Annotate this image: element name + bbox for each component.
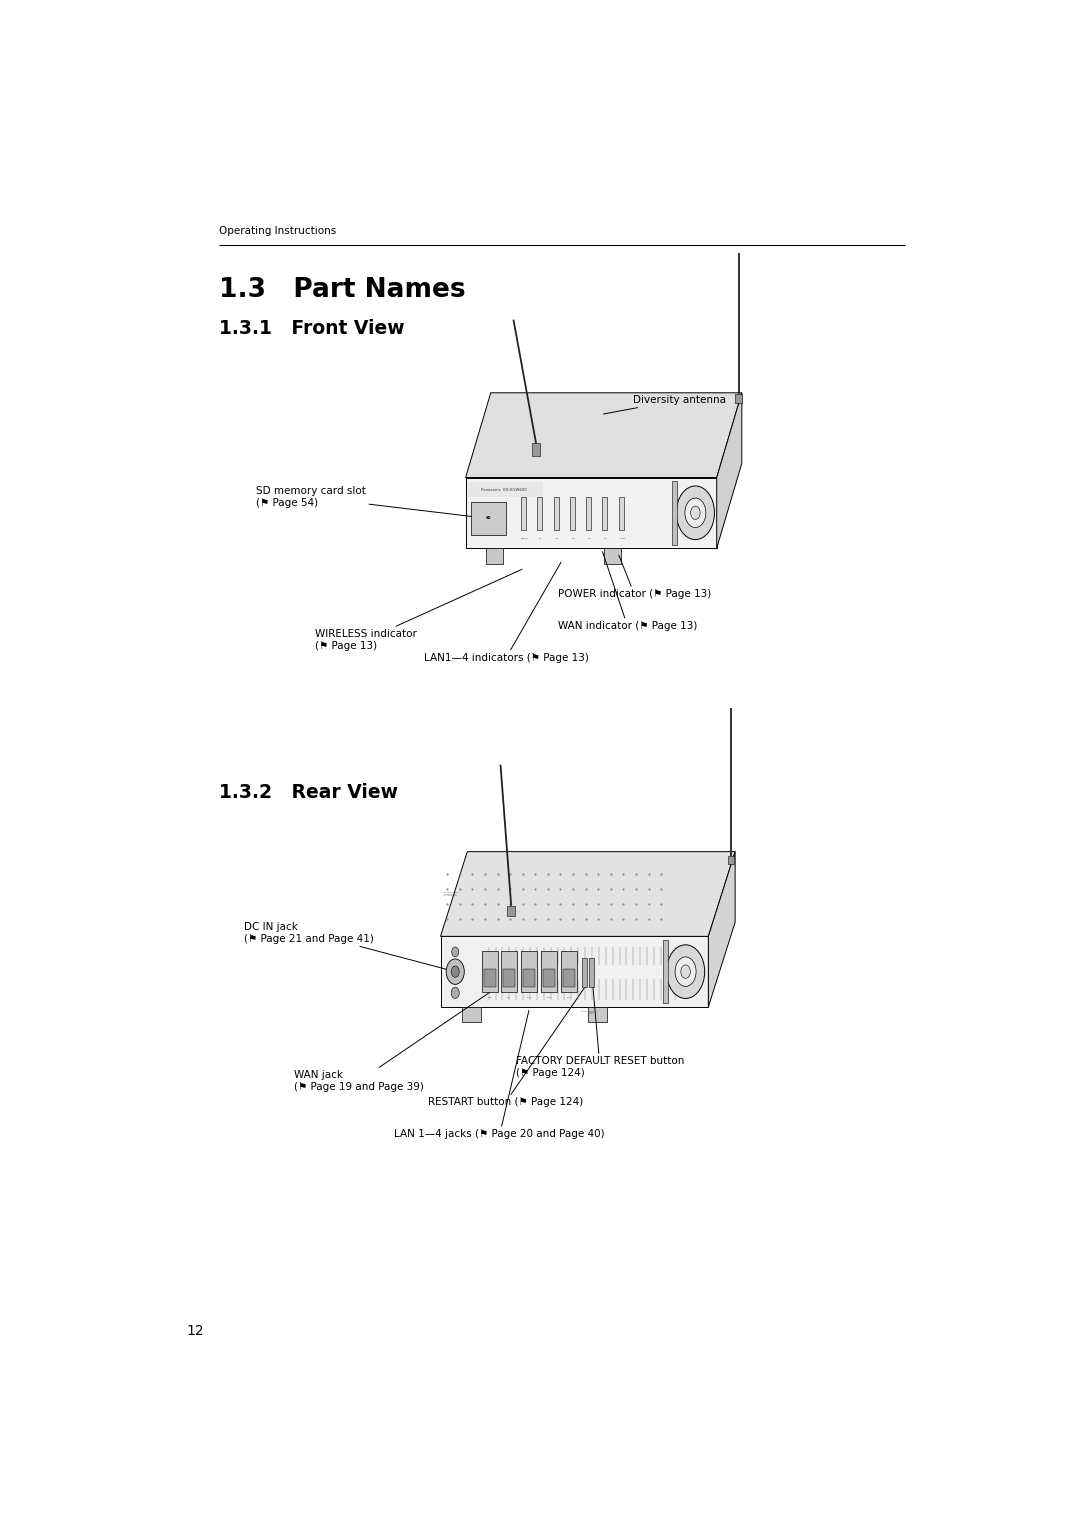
Bar (735, 394, 742, 403)
Polygon shape (708, 851, 735, 1007)
Text: 1.3.2   Rear View: 1.3.2 Rear View (218, 784, 397, 802)
Bar (482, 952, 498, 992)
Bar (588, 1007, 607, 1022)
Text: DC IN jack
(⚑ Page 21 and Page 41): DC IN jack (⚑ Page 21 and Page 41) (244, 921, 456, 972)
Bar (502, 969, 515, 987)
Bar (604, 549, 621, 564)
Circle shape (675, 957, 697, 987)
Text: SD: SD (486, 516, 491, 521)
Bar (728, 856, 734, 865)
Bar (561, 952, 577, 992)
Polygon shape (465, 477, 717, 549)
Text: WAN indicator (⚑ Page 13): WAN indicator (⚑ Page 13) (557, 552, 697, 631)
Text: Diversity antenna: Diversity antenna (604, 394, 726, 414)
Text: RESTART button (⚑ Page 124): RESTART button (⚑ Page 124) (428, 987, 585, 1108)
Polygon shape (441, 937, 708, 1007)
Bar (462, 1007, 481, 1022)
Bar (471, 501, 505, 535)
Bar (563, 969, 576, 987)
Bar (586, 497, 591, 530)
Bar (541, 952, 557, 992)
Bar (582, 958, 588, 987)
Text: LAN1—4 indicators (⚑ Page 13): LAN1—4 indicators (⚑ Page 13) (423, 562, 589, 663)
Bar (501, 952, 517, 992)
Circle shape (680, 966, 690, 978)
Bar (523, 969, 535, 987)
Bar (531, 443, 540, 455)
Text: 12: 12 (187, 1323, 204, 1337)
Circle shape (446, 960, 464, 984)
Text: LAN 1—4 jacks (⚑ Page 20 and Page 40): LAN 1—4 jacks (⚑ Page 20 and Page 40) (394, 1010, 605, 1138)
Circle shape (685, 498, 706, 527)
Bar (507, 906, 515, 915)
Text: WIRELESS indicator
(⚑ Page 13): WIRELESS indicator (⚑ Page 13) (315, 570, 522, 651)
Text: 1.3   Part Names: 1.3 Part Names (218, 278, 465, 304)
Text: Panasonic  KX-HGW600: Panasonic KX-HGW600 (481, 487, 526, 492)
Circle shape (666, 944, 704, 998)
Bar (619, 497, 624, 530)
Circle shape (690, 506, 700, 520)
Bar (468, 481, 543, 497)
Text: Operating Instructions: Operating Instructions (218, 226, 336, 237)
Bar (590, 958, 594, 987)
Bar (484, 969, 496, 987)
Bar (537, 497, 542, 530)
Bar (521, 497, 526, 530)
Text: SD memory card slot
(⚑ Page 54): SD memory card slot (⚑ Page 54) (256, 486, 488, 518)
Polygon shape (441, 851, 735, 937)
Text: POWER indicator (⚑ Page 13): POWER indicator (⚑ Page 13) (557, 555, 711, 599)
Bar (521, 952, 537, 992)
Bar (672, 481, 676, 544)
Bar (554, 497, 558, 530)
Text: FACTORY DEFAULT RESET button
(⚑ Page 124): FACTORY DEFAULT RESET button (⚑ Page 124… (516, 972, 685, 1077)
Circle shape (451, 987, 459, 998)
Text: WAN jack
(⚑ Page 19 and Page 39): WAN jack (⚑ Page 19 and Page 39) (294, 992, 490, 1093)
Bar (543, 969, 555, 987)
Bar (486, 549, 503, 564)
Circle shape (451, 966, 459, 978)
Bar (663, 940, 669, 1004)
Text: FACTORY
DEFAULT
RESET: FACTORY DEFAULT RESET (588, 1010, 595, 1015)
Bar (570, 497, 575, 530)
Circle shape (451, 947, 459, 957)
Polygon shape (717, 393, 742, 549)
Circle shape (676, 486, 715, 539)
Polygon shape (465, 393, 742, 477)
Bar (603, 497, 607, 530)
Text: 1.3.1   Front View: 1.3.1 Front View (218, 319, 404, 338)
Text: DC IN/POWER
TELEPHONE
AC ADAPTOR: DC IN/POWER TELEPHONE AC ADAPTOR (443, 892, 458, 895)
